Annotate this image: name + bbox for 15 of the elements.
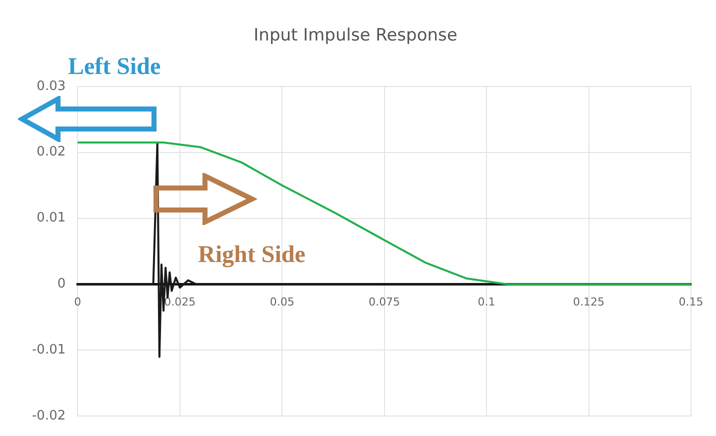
y-tick-label: 0.02	[36, 144, 66, 160]
x-tick-label: 0.125	[573, 296, 605, 309]
y-tick-label: -0.02	[32, 408, 66, 424]
chart-title: Input Impulse Response	[254, 26, 458, 46]
x-tick-label: 0	[74, 296, 82, 309]
x-tick-label: 0.05	[270, 296, 294, 309]
x-tick-label: 0.15	[678, 296, 704, 309]
y-tick-label: 0.01	[36, 210, 66, 226]
x-tick-label: 0.1	[478, 296, 496, 309]
annotation: Right Side	[198, 242, 306, 268]
x-tick-label: 0.075	[368, 296, 400, 309]
y-tick-label: 0.03	[36, 78, 66, 94]
y-tick-label: -0.01	[32, 342, 66, 358]
y-tick-label: 0	[57, 276, 66, 292]
text: Left Side	[68, 54, 162, 80]
